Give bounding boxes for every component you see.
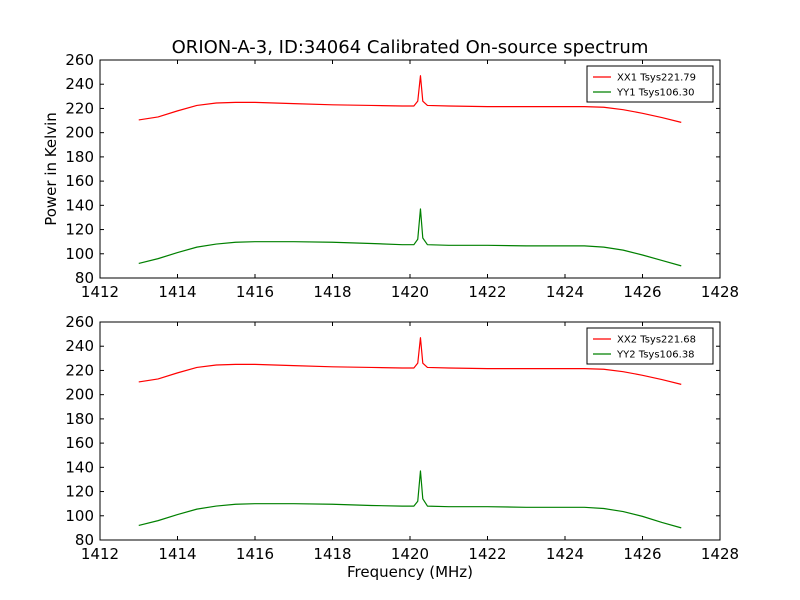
panel2-y-tick-label: 240	[65, 337, 94, 355]
panel1-y-tick-label: 80	[75, 269, 94, 287]
panel1-y-tick-label: 180	[65, 148, 94, 166]
panel2-x-axis-label: Frequency (MHz)	[347, 563, 473, 581]
panel2-x-tick-label: 1420	[391, 545, 429, 563]
panel1-x-tick-label: 1420	[391, 283, 429, 301]
panel2-x-tick-label: 1416	[236, 545, 274, 563]
panel1-chart-title: ORION-A-3, ID:34064 Calibrated On-source…	[172, 37, 649, 58]
panel2-x-tick-label: 1424	[546, 545, 584, 563]
panel2-x-tick-label: 1414	[158, 545, 196, 563]
panel2-y-tick-label: 180	[65, 410, 94, 428]
panel2-y-tick-label: 80	[75, 531, 94, 549]
panel1-series-line-1	[138, 75, 682, 123]
panel1-y-tick-label: 200	[65, 124, 94, 142]
panel2-legend-entry-2: YY2 Tsys106.38	[616, 350, 695, 361]
panel1-legend-box	[586, 65, 714, 103]
panel2-series-line-2	[138, 470, 682, 529]
panel1-x-tick-label: 1426	[623, 283, 661, 301]
panel2-y-tick-label: 160	[65, 434, 94, 452]
panel1-y-tick-label: 100	[65, 245, 94, 263]
panel1-x-tick-label: 1418	[313, 283, 351, 301]
panel2-y-tick-label: 260	[65, 313, 94, 331]
panel1-y-tick-label: 120	[65, 221, 94, 239]
panel1-y-tick-label: 140	[65, 196, 94, 214]
panel2-x-tick-label: 1412	[81, 545, 119, 563]
panel2-y-tick-label: 220	[65, 361, 94, 379]
panel1-y-axis-label: Power in Kelvin	[42, 112, 60, 226]
panel1-x-tick-label: 1412	[81, 283, 119, 301]
panel1-y-tick-label: 220	[65, 99, 94, 117]
panel2-y-tick-label: 140	[65, 458, 94, 476]
panel1-x-tick-label: 1424	[546, 283, 584, 301]
panel1-y-tick-label: 160	[65, 172, 94, 190]
panel2-y-tick-label: 200	[65, 386, 94, 404]
panel1-series-line-2	[138, 208, 682, 267]
panel2-legend-entry-1: XX2 Tsys221.68	[617, 335, 696, 346]
panel2-legend-box	[586, 327, 714, 365]
panel1-y-tick-label: 240	[65, 75, 94, 93]
panel1-x-tick-label: 1414	[158, 283, 196, 301]
panel1-y-tick-label: 260	[65, 51, 94, 69]
panel1-legend-entry-1: XX1 Tsys221.79	[617, 73, 696, 84]
panel1-x-tick-label: 1416	[236, 283, 274, 301]
panel2-x-tick-label: 1428	[701, 545, 739, 563]
panel2-x-tick-label: 1418	[313, 545, 351, 563]
panel2-y-tick-label: 100	[65, 507, 94, 525]
panel1-x-tick-label: 1422	[468, 283, 506, 301]
panel1-legend-entry-2: YY1 Tsys106.30	[616, 88, 695, 99]
panel1-x-tick-label: 1428	[701, 283, 739, 301]
panel2-x-tick-label: 1422	[468, 545, 506, 563]
panel2-y-tick-label: 120	[65, 483, 94, 501]
panel2-x-tick-label: 1426	[623, 545, 661, 563]
panel2-series-line-1	[138, 337, 682, 385]
